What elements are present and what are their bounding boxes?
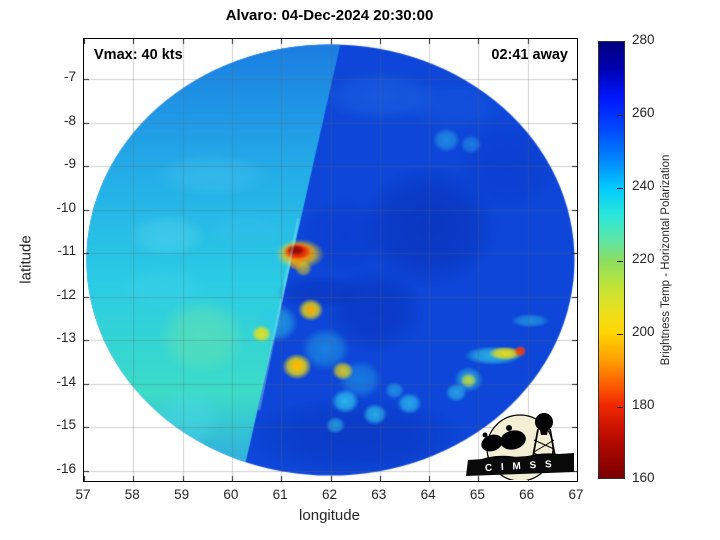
colorbar-tick-label: 160 [632, 470, 655, 485]
colorbar-tick-label: 260 [632, 105, 655, 120]
colorbar-tick-label: 180 [632, 397, 655, 412]
x-tick-label: 61 [272, 487, 288, 502]
x-tick-label: 62 [321, 487, 338, 502]
colorbar-tick [617, 188, 623, 189]
y-tick-label: -13 [56, 330, 76, 346]
plot-area: Vmax: 40 kts 02:41 away C I M S S [83, 38, 578, 482]
x-tick-label: 66 [519, 487, 535, 502]
x-tick-label: 58 [124, 487, 140, 502]
eta-annotation: 02:41 away [491, 47, 568, 63]
x-tick-label: 60 [223, 487, 239, 502]
y-tick-label: -12 [56, 286, 76, 302]
cimss-logo: C I M S S [466, 413, 574, 480]
y-tick-label: -8 [63, 112, 76, 128]
cimss-banner-text: C I M S S [485, 459, 555, 474]
colorbar-tick-label: 200 [632, 324, 655, 339]
colorbar-tick [617, 115, 623, 116]
colorbar-tick [617, 407, 623, 408]
y-tick-label: -11 [57, 243, 76, 259]
x-tick-label: 57 [75, 487, 91, 502]
y-tick-label: -14 [56, 373, 76, 389]
vmax-annotation: Vmax: 40 kts [94, 47, 183, 63]
swath-image-canvas [84, 39, 577, 481]
y-tick-label: -7 [63, 69, 76, 85]
x-tick-label: 64 [420, 487, 436, 502]
x-tick-label: 63 [371, 487, 387, 502]
colorbar [598, 41, 625, 479]
y-tick-label: -16 [56, 460, 76, 476]
figure-title: Alvaro: 04-Dec-2024 20:30:00 [225, 7, 434, 24]
x-tick-label: 59 [174, 487, 190, 502]
colorbar-tick [617, 261, 623, 262]
cimss-banner: C I M S S [466, 453, 574, 476]
y-tick-label: -9 [63, 156, 76, 172]
colorbar-tick-label: 240 [632, 178, 655, 193]
x-tick-label: 65 [469, 487, 485, 502]
colorbar-tick-label: 220 [632, 251, 655, 266]
colorbar-tick [617, 334, 623, 335]
x-tick-label: 67 [568, 487, 584, 502]
x-axis-label: longitude [299, 507, 360, 524]
y-tick-label: -10 [56, 199, 76, 215]
colorbar-tick-label: 280 [632, 32, 655, 47]
y-tick-label: -15 [56, 417, 76, 433]
